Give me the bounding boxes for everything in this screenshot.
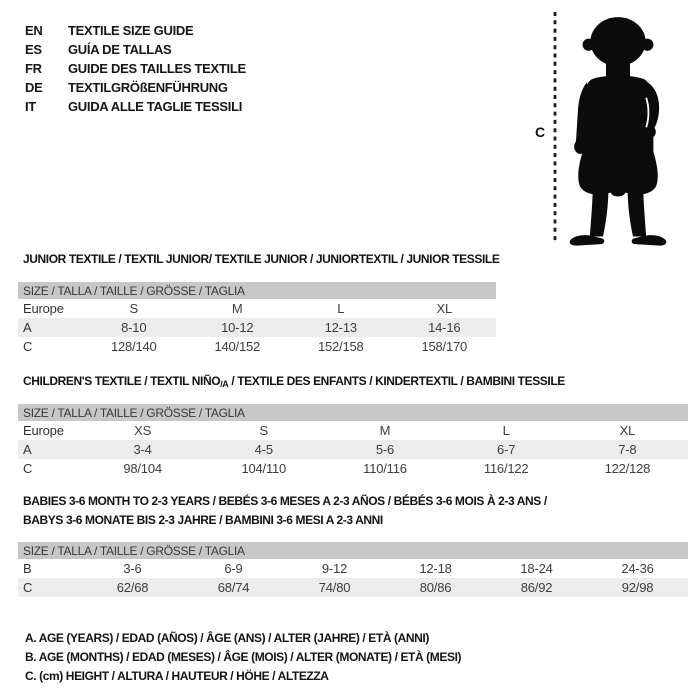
row-label: C: [23, 461, 33, 476]
table-row-height-cm: C 62/68 68/74 74/80 80/86 86/92 92/98: [18, 578, 688, 597]
junior-table-title: JUNIOR TEXTILE / TEXTIL JUNIOR/ TEXTILE …: [23, 252, 500, 266]
toddler-silhouette-figure: [553, 12, 667, 246]
size-cell: 14-16: [392, 318, 496, 337]
size-header: SIZE / TALLA / TAILLE / GRÖSSE / TAGLIA: [18, 542, 688, 559]
row-label: A: [18, 440, 82, 459]
babies-table-title-line1: BABIES 3-6 MONTH TO 2-3 YEARS / BEBÉS 3-…: [23, 494, 547, 508]
size-cell: L: [337, 301, 345, 316]
size-cell: XL: [436, 301, 452, 316]
table-row-height-cm: C 128/140 140/152 152/158 158/170: [18, 337, 496, 356]
legend-footnotes: A. AGE (YEARS) / EDAD (AÑOS) / ÂGE (ANS)…: [25, 629, 462, 686]
size-cell: 98/104: [123, 461, 162, 476]
lang-row-en: EN TEXTILE SIZE GUIDE: [25, 21, 246, 40]
size-header-row: SIZE / TALLA / TAILLE / GRÖSSE / TAGLIA: [18, 542, 688, 559]
table-row-age-years: A 3-4 4-5 5-6 6-7 7-8: [18, 440, 688, 459]
lang-title: GUIDA ALLE TAGLIE TESSILI: [68, 99, 243, 114]
row-label: B: [23, 561, 32, 576]
lang-row-it: IT GUIDA ALLE TAGLIE TESSILI: [25, 97, 246, 116]
lang-title: TEXTILGRÖßENFÜHRUNG: [68, 80, 228, 95]
footnote-c: C. (cm) HEIGHT / ALTURA / HAUTEUR / HÖHE…: [25, 669, 329, 683]
lang-title: GUÍA DE TALLAS: [68, 42, 172, 57]
junior-size-table: SIZE / TALLA / TAILLE / GRÖSSE / TAGLIA …: [18, 282, 496, 356]
row-label: Europe: [23, 301, 64, 316]
row-label: C: [18, 578, 82, 597]
lang-row-fr: FR GUIDE DES TAILLES TEXTILE: [25, 59, 246, 78]
language-title-list: EN TEXTILE SIZE GUIDE ES GUÍA DE TALLAS …: [25, 21, 246, 116]
size-cell: L: [502, 423, 510, 438]
row-label: C: [23, 339, 33, 354]
lang-code: ES: [25, 42, 42, 57]
size-cell: 122/128: [604, 461, 651, 476]
children-title-pre: CHILDREN'S TEXTILE / TEXTIL NIÑO: [23, 374, 221, 388]
size-header: SIZE / TALLA / TAILLE / GRÖSSE / TAGLIA: [18, 404, 688, 421]
size-cell: 3-6: [123, 561, 142, 576]
children-size-table: SIZE / TALLA / TAILLE / GRÖSSE / TAGLIA …: [18, 404, 688, 478]
size-cell: S: [259, 423, 269, 438]
table-row-height-cm: C 98/104 104/110 110/116 116/122 122/128: [18, 459, 688, 478]
size-cell: 8-10: [82, 318, 186, 337]
lang-row-es: ES GUÍA DE TALLAS: [25, 40, 246, 59]
size-cell: XL: [619, 423, 636, 438]
babies-table-title-line2: BABYS 3-6 MONATE BIS 2-3 JAHRE / BAMBINI…: [23, 513, 383, 527]
size-cell: 9-12: [321, 561, 348, 576]
lang-title: TEXTILE SIZE GUIDE: [68, 23, 194, 38]
size-header-row: SIZE / TALLA / TAILLE / GRÖSSE / TAGLIA: [18, 282, 496, 299]
size-cell: XS: [134, 423, 152, 438]
size-cell: M: [231, 301, 243, 316]
children-title-post: / TEXTILE DES ENFANTS / KINDERTEXTIL / B…: [228, 374, 565, 388]
size-header: SIZE / TALLA / TAILLE / GRÖSSE / TAGLIA: [18, 282, 496, 299]
row-label: Europe: [23, 423, 64, 438]
size-cell: 12-13: [289, 318, 393, 337]
table-row-europe: Europe XS S M L XL: [18, 421, 688, 440]
size-cell: 10-12: [185, 318, 289, 337]
lang-code: EN: [25, 23, 43, 38]
height-measure-label: C: [535, 124, 546, 140]
table-row-age-months: B 3-6 6-9 9-12 12-18 18-24 24-36: [18, 559, 688, 578]
toddler-silhouette: [569, 17, 667, 246]
size-cell: 86/92: [486, 578, 587, 597]
children-table-title: CHILDREN'S TEXTILE / TEXTIL NIÑO/A / TEX…: [23, 374, 565, 389]
size-cell: 24-36: [621, 561, 654, 576]
table-row-europe: Europe S M L XL: [18, 299, 496, 318]
measurement-figure: C: [528, 6, 692, 249]
lang-code: IT: [25, 99, 36, 114]
size-cell: 6-7: [445, 440, 567, 459]
size-cell: 110/116: [363, 461, 407, 476]
size-cell: S: [129, 301, 139, 316]
size-cell: 104/110: [241, 461, 287, 476]
size-cell: 3-4: [82, 440, 204, 459]
size-cell: 12-18: [419, 561, 452, 576]
lang-row-de: DE TEXTILGRÖßENFÜHRUNG: [25, 78, 246, 97]
lang-title: GUIDE DES TAILLES TEXTILE: [68, 61, 246, 76]
size-cell: 80/86: [385, 578, 486, 597]
footnote-a: A. AGE (YEARS) / EDAD (AÑOS) / ÂGE (ANS)…: [25, 631, 429, 645]
lang-code: DE: [25, 80, 43, 95]
size-cell: 68/74: [183, 578, 284, 597]
size-cell: 4-5: [203, 440, 325, 459]
size-cell: 116/122: [483, 461, 529, 476]
size-cell: 7-8: [566, 440, 688, 459]
size-cell: 128/140: [110, 339, 157, 354]
children-title-sub: /A: [220, 379, 229, 389]
size-cell: 158/170: [421, 339, 468, 354]
size-cell: 92/98: [587, 578, 688, 597]
size-cell: 6-9: [224, 561, 243, 576]
size-cell: M: [379, 423, 391, 438]
lang-code: FR: [25, 61, 42, 76]
size-cell: 18-24: [520, 561, 553, 576]
size-cell: 5-6: [324, 440, 446, 459]
size-cell: 152/158: [317, 339, 364, 354]
table-row-age-years: A 8-10 10-12 12-13 14-16: [18, 318, 496, 337]
size-header-row: SIZE / TALLA / TAILLE / GRÖSSE / TAGLIA: [18, 404, 688, 421]
babies-size-table: SIZE / TALLA / TAILLE / GRÖSSE / TAGLIA …: [18, 542, 688, 597]
size-cell: 140/152: [214, 339, 261, 354]
row-label: A: [18, 318, 82, 337]
size-cell: 62/68: [82, 578, 183, 597]
size-cell: 74/80: [284, 578, 385, 597]
footnote-b: B. AGE (MONTHS) / EDAD (MESES) / ÂGE (MO…: [25, 650, 462, 664]
